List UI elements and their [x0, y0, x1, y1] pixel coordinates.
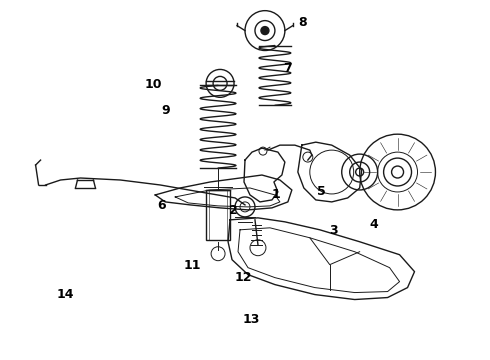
Text: 13: 13 [243, 312, 260, 326]
Text: 6: 6 [157, 199, 166, 212]
Text: 14: 14 [57, 288, 74, 301]
Text: 11: 11 [184, 259, 201, 272]
Text: 2: 2 [229, 204, 238, 217]
Bar [206, 190, 230, 240]
Text: 8: 8 [298, 17, 306, 30]
Text: 1: 1 [272, 188, 281, 201]
Text: 12: 12 [234, 271, 252, 284]
Text: 7: 7 [283, 62, 292, 75]
Circle shape [261, 27, 269, 35]
Text: 3: 3 [329, 224, 338, 237]
Text: 5: 5 [318, 185, 326, 198]
Text: 10: 10 [145, 78, 162, 91]
Text: 9: 9 [161, 104, 170, 117]
Text: 4: 4 [369, 218, 378, 231]
